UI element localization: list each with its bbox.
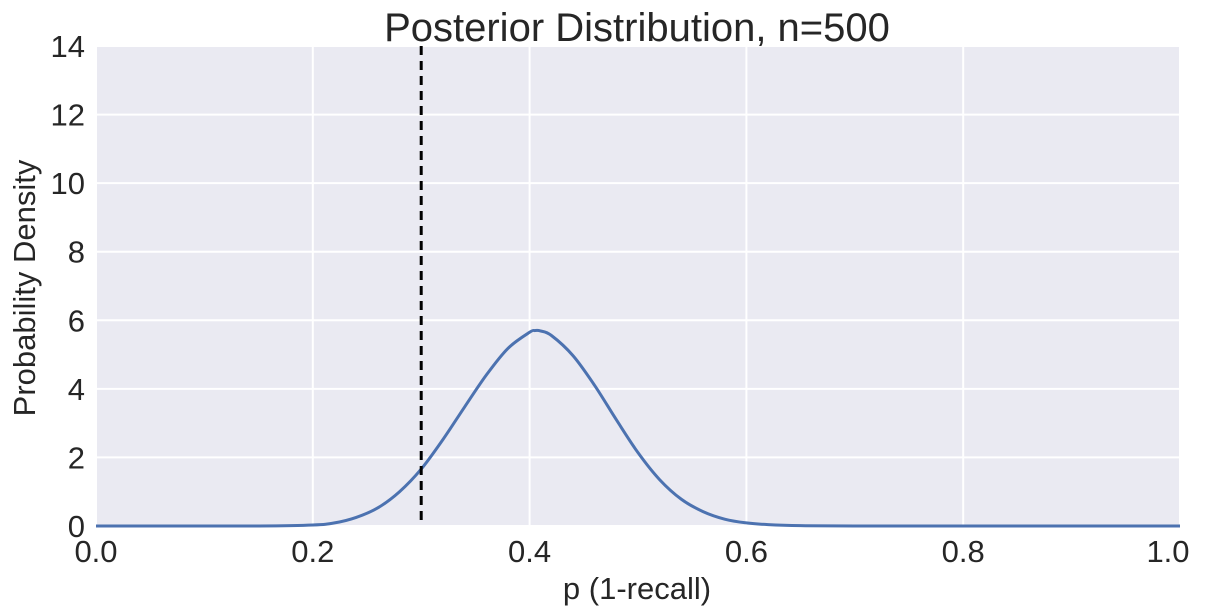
chart-title: Posterior Distribution, n=500: [384, 6, 890, 50]
y-tick-label: 4: [68, 372, 85, 407]
y-tick-label: 2: [68, 440, 85, 475]
plot-background: [96, 46, 1180, 526]
x-axis-label: p (1-recall): [563, 571, 711, 606]
x-tick-label: 0.6: [725, 534, 768, 569]
y-tick-label: 10: [51, 166, 85, 201]
data-series: [96, 328, 1180, 528]
x-tick-label: 0.2: [291, 534, 334, 569]
x-tick-label: 0.4: [508, 534, 551, 569]
y-tick-label: 6: [68, 303, 85, 338]
y-tick-label: 0: [68, 509, 85, 544]
y-tick-labels: 0 2 4 6 8 10 12 14: [51, 29, 85, 544]
series-line: [96, 328, 1180, 528]
x-tick-label: 0.8: [942, 534, 985, 569]
y-tick-label: 14: [51, 29, 85, 64]
y-tick-label: 12: [51, 98, 85, 133]
y-tick-label: 8: [68, 235, 85, 270]
x-tick-label: 1.0: [1146, 534, 1189, 569]
x-tick-label: 0.0: [74, 534, 117, 569]
y-axis-label: Probability Density: [7, 159, 42, 416]
x-tick-labels: 0.0 0.2 0.4 0.6 0.8 1.0: [74, 534, 1189, 569]
